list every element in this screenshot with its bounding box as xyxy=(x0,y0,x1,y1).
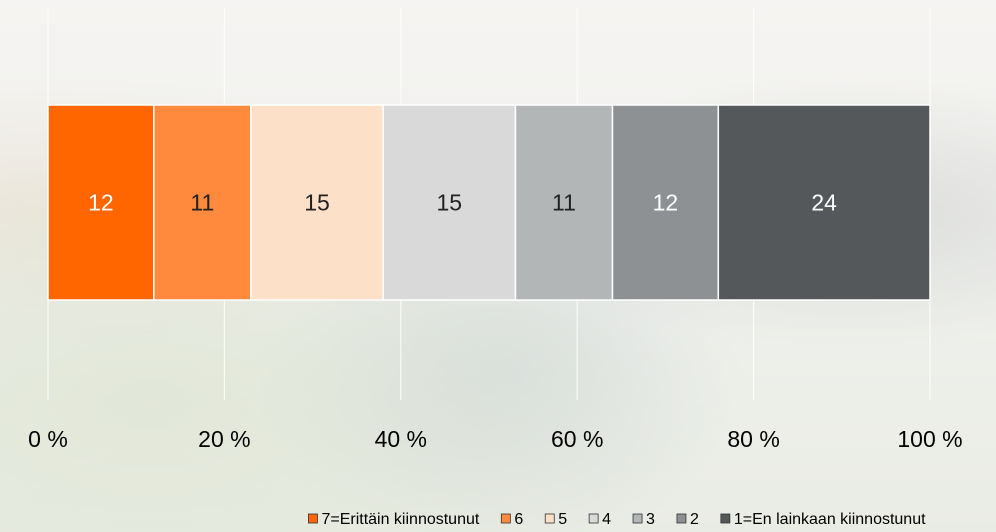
x-tick-label: 0 % xyxy=(28,426,68,452)
legend: 7=Erittäin kiinnostunut 6 5 4 3 2 1=En lainkaa… xyxy=(308,511,926,528)
legend-label: 3 xyxy=(646,511,655,528)
legend-label: 2 xyxy=(690,511,699,528)
bar-segment xyxy=(153,104,252,301)
bar-segment xyxy=(382,104,517,301)
data-label: 15 xyxy=(437,190,463,216)
bar-segment xyxy=(250,104,384,301)
legend-label: 6 xyxy=(514,511,523,528)
data-label: 15 xyxy=(304,190,330,216)
x-tick-label: 20 % xyxy=(198,426,250,452)
x-tick-label: 60 % xyxy=(551,426,603,452)
data-label: 12 xyxy=(653,190,679,216)
legend-label: 1=En lainkaan kiinnostunut xyxy=(734,511,926,528)
data-label: 11 xyxy=(190,190,214,216)
legend-label: 7=Erittäin kiinnostunut xyxy=(321,511,479,528)
legend-swatch xyxy=(720,513,731,524)
x-tick-label: 100 % xyxy=(897,426,962,452)
bar-segment xyxy=(611,104,720,301)
legend-swatch xyxy=(500,513,511,524)
x-tick-label: 40 % xyxy=(375,426,427,452)
bar-segment xyxy=(514,104,614,301)
x-tick-label: 80 % xyxy=(727,426,779,452)
legend-swatch xyxy=(676,513,687,524)
legend-swatch xyxy=(308,513,318,524)
data-label: 11 xyxy=(552,190,576,216)
legend-label: 4 xyxy=(602,511,611,528)
legend-swatch xyxy=(588,513,599,524)
data-label: 24 xyxy=(811,190,837,216)
data-label: 12 xyxy=(88,190,114,216)
bar-segment xyxy=(717,104,931,301)
legend-label: 5 xyxy=(558,511,567,528)
legend-swatch xyxy=(544,513,555,524)
legend-swatch xyxy=(632,513,643,524)
